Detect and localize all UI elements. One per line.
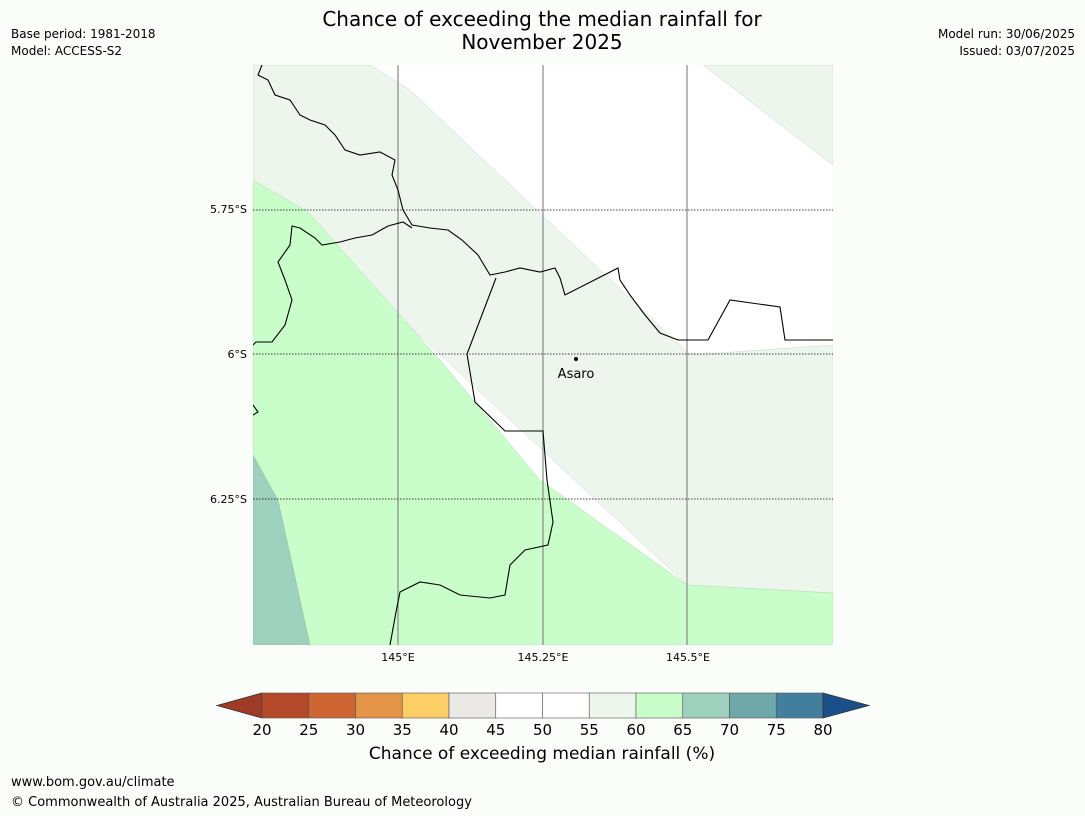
lat-label-6: 6°S (228, 348, 247, 361)
colorbar-tick-label: 60 (626, 721, 645, 739)
zone-55-60-ne (702, 65, 833, 166)
colorbar-arrow-high (822, 692, 871, 719)
colorbar-tick-label: 70 (720, 721, 739, 739)
colorbar-segment-50-55 (542, 692, 590, 719)
colorbar-tick-label: 75 (767, 721, 786, 739)
colorbar-segment-25-30 (308, 692, 356, 719)
colorbar: 20 25 30 35 40 45 50 55 60 65 70 75 80 (215, 692, 871, 739)
boundary-north (257, 65, 833, 341)
issued-text: Issued: 03/07/2025 (959, 44, 1075, 58)
asaro-marker (574, 357, 578, 361)
colorbar-tick-label: 40 (439, 721, 458, 739)
meta-left: Base period: 1981-2018 Model: ACCESS-S2 (11, 26, 156, 60)
colorbar-segment-45-50 (495, 692, 543, 719)
colorbar-segment-40-45 (448, 692, 497, 719)
colorbar-tick-label: 35 (393, 721, 412, 739)
footer-copyright: © Commonwealth of Australia 2025, Austra… (11, 795, 472, 810)
lon-label-145-5: 145.5°E (666, 651, 710, 664)
meta-right: Model run: 30/06/2025 Issued: 03/07/2025 (938, 26, 1075, 60)
boundary-district (389, 277, 554, 645)
colorbar-tick-label: 50 (533, 721, 552, 739)
footer-url[interactable]: www.bom.gov.au/climate (11, 775, 175, 790)
colorbar-tick-label: 55 (580, 721, 599, 739)
lon-label-145: 145°E (381, 651, 414, 664)
colorbar-segment-55-60 (588, 692, 637, 719)
colorbar-tick-label: 45 (486, 721, 505, 739)
lat-label-5-75: 5.75°S (210, 203, 247, 216)
boundary-west (253, 221, 413, 346)
colorbar-tick-label: 65 (673, 721, 692, 739)
colorbar-tick-label: 25 (299, 721, 318, 739)
colorbar-segment-35-40 (401, 692, 450, 719)
colorbar-segment-60-65 (635, 692, 684, 719)
colorbar-segment-75-80 (775, 692, 824, 719)
colorbar-tick-label: 80 (813, 721, 832, 739)
map-area (253, 65, 833, 645)
colorbar-tick-label: 20 (252, 721, 271, 739)
lat-label-6-25: 6.25°S (210, 493, 247, 506)
province-boundaries (253, 65, 833, 645)
boundary-edge (253, 404, 259, 416)
colorbar-tick-label: 30 (346, 721, 365, 739)
colorbar-segment-20-25 (261, 692, 310, 719)
colorbar-arrow-low (215, 692, 263, 719)
colorbar-segment-65-70 (682, 692, 730, 719)
zone-65-70 (253, 454, 311, 645)
asaro-label: Asaro (558, 367, 595, 382)
base-period-text: Base period: 1981-2018 (11, 27, 156, 41)
colorbar-segment-70-75 (729, 692, 777, 719)
colorbar-label: Chance of exceeding median rainfall (%) (368, 744, 716, 764)
colorbar-segment-30-35 (355, 692, 403, 719)
lon-label-145-25: 145.25°E (518, 651, 569, 664)
model-text: Model: ACCESS-S2 (11, 44, 123, 58)
model-run-text: Model run: 30/06/2025 (937, 27, 1075, 41)
map-title: Chance of exceeding the median rainfall … (322, 7, 762, 54)
